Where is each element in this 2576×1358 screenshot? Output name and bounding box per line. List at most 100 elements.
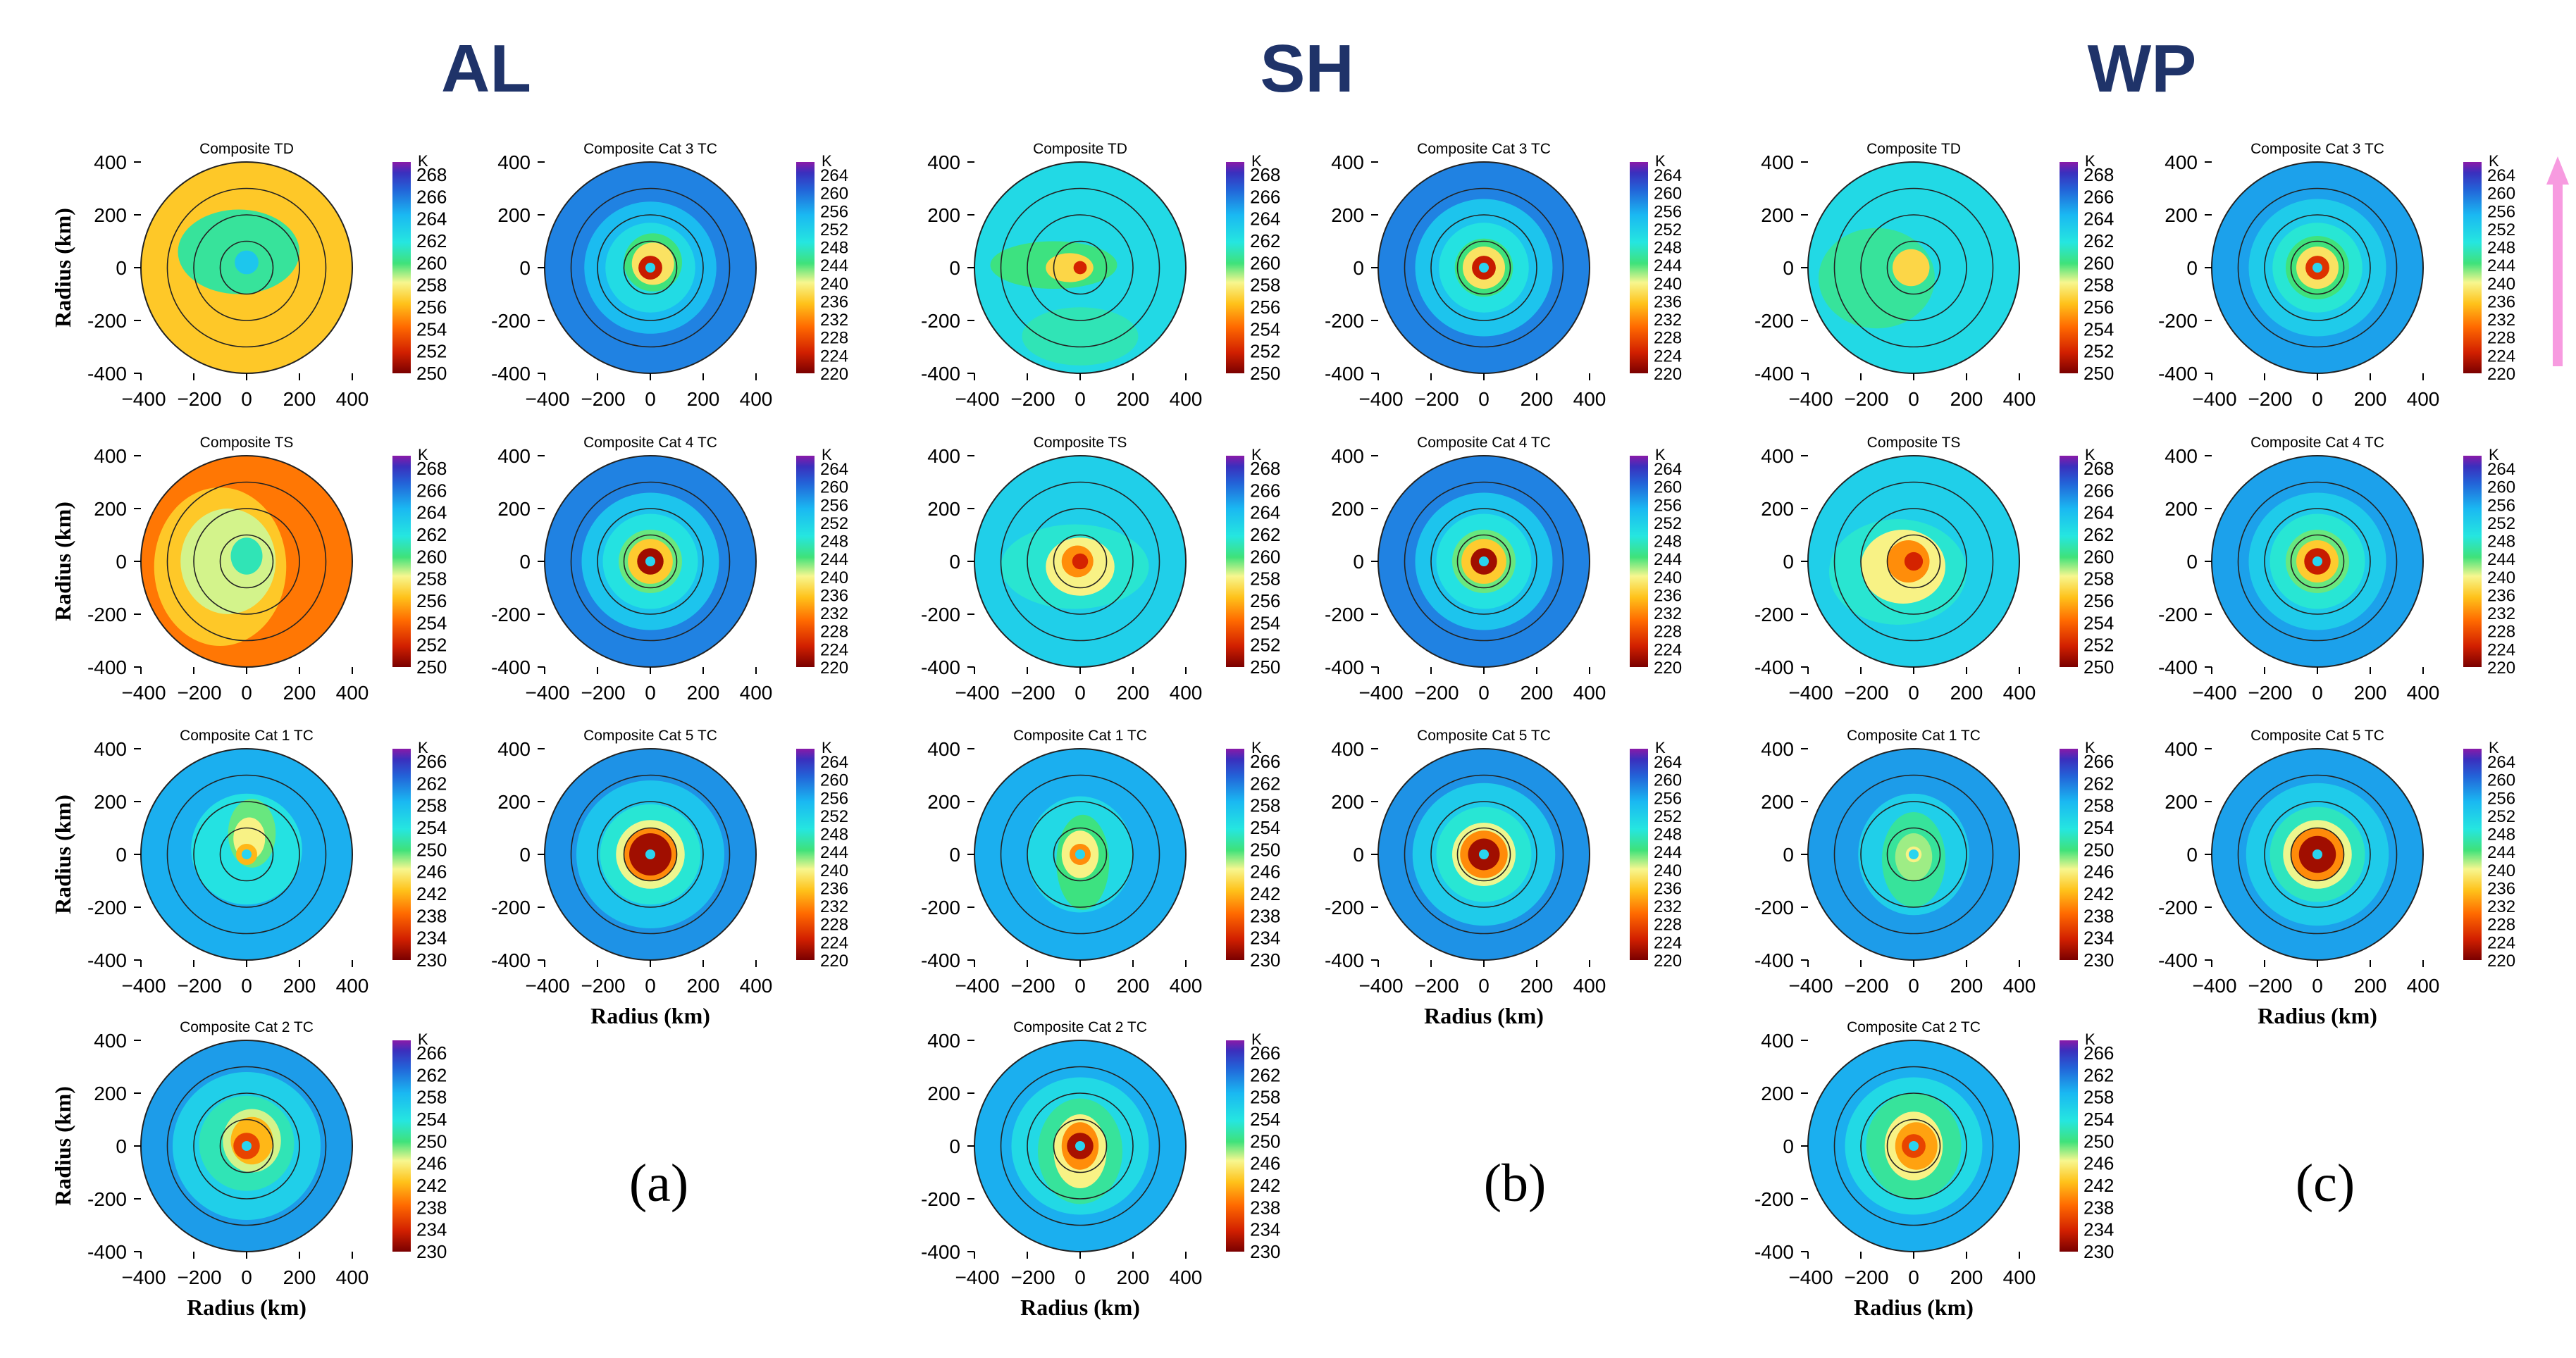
colorbar-tick-label: 246 bbox=[1250, 861, 1280, 883]
x-tick-label: 200 bbox=[687, 388, 720, 410]
y-tick-label: 0 bbox=[2186, 551, 2198, 573]
colorbar-tick-label: 264 bbox=[1250, 502, 1280, 523]
colorbar-tick-label: 246 bbox=[416, 861, 447, 883]
y-tick-label: 200 bbox=[1331, 204, 1364, 226]
colorbar-tick-label: 268 bbox=[2083, 458, 2114, 479]
eye-marker bbox=[1909, 1141, 1919, 1151]
range-ring bbox=[1860, 508, 1967, 615]
colorbar-tick-label: 262 bbox=[2083, 230, 2114, 251]
colorbar-tick-label: 264 bbox=[1250, 208, 1280, 230]
colorbar-tick-label: 266 bbox=[416, 480, 447, 501]
x-axis-label: Radius (km) bbox=[187, 1295, 306, 1320]
range-ring bbox=[166, 1066, 327, 1226]
eye-marker bbox=[645, 849, 655, 859]
colorbar-tick-label: 240 bbox=[820, 568, 848, 587]
eye-marker bbox=[242, 849, 252, 859]
colorbar-tick-label: 242 bbox=[2083, 1175, 2114, 1196]
y-tick-label: 200 bbox=[497, 204, 531, 226]
colorbar-unit: K bbox=[1251, 739, 1262, 756]
colorbar-tick-label: 240 bbox=[1654, 861, 1682, 880]
x-tick-label: 0 bbox=[2312, 682, 2323, 704]
y-tick-label: 200 bbox=[2165, 791, 2198, 813]
colorbar-tick-label: 264 bbox=[416, 502, 447, 523]
x-tick-label: −400 bbox=[121, 388, 166, 410]
colorbar-unit: K bbox=[1251, 446, 1262, 463]
colorbar-tick-label: 248 bbox=[820, 239, 848, 258]
colorbar-tick-label: 244 bbox=[2487, 550, 2515, 569]
colorbar-tick-label: 260 bbox=[2083, 546, 2114, 567]
y-tick-label: 0 bbox=[949, 551, 960, 573]
colorbar-unit: K bbox=[822, 739, 832, 756]
eye-marker bbox=[1075, 849, 1085, 859]
panel-label: (c) bbox=[2296, 1154, 2355, 1213]
colorbar-tick-label: 264 bbox=[2487, 460, 2515, 479]
y-tick-label: 400 bbox=[2165, 151, 2198, 173]
x-tick-label: 400 bbox=[336, 388, 369, 410]
x-tick-label: 0 bbox=[645, 388, 656, 410]
colorbar-tick-label: 256 bbox=[820, 496, 848, 515]
eye-marker bbox=[1479, 556, 1489, 566]
y-tick-label: -400 bbox=[87, 1241, 127, 1263]
x-tick-label: 400 bbox=[740, 388, 773, 410]
colorbar bbox=[2060, 162, 2078, 373]
colorbar-tick-label: 252 bbox=[2487, 220, 2515, 239]
range-ring bbox=[219, 827, 274, 882]
colorbar-tick-label: 240 bbox=[820, 861, 848, 880]
colorbar-tick-label: 252 bbox=[2487, 807, 2515, 826]
x-tick-label: 0 bbox=[1908, 682, 1919, 704]
colorbar-tick-label: 268 bbox=[1250, 458, 1280, 479]
y-tick-label: 0 bbox=[1783, 1135, 1794, 1157]
y-tick-label: -400 bbox=[1754, 363, 1794, 385]
panel-field bbox=[2212, 456, 2423, 667]
colorbar-tick-label: 262 bbox=[416, 773, 447, 794]
colorbar-tick-label: 238 bbox=[2083, 1197, 2114, 1218]
range-ring bbox=[193, 1092, 300, 1200]
x-tick-label: 0 bbox=[2312, 975, 2323, 997]
colorbar-tick-label: 232 bbox=[2487, 311, 2515, 330]
panel-title: Composite Cat 3 TC bbox=[1417, 141, 1551, 157]
colorbar-tick-label: 234 bbox=[1250, 1219, 1280, 1240]
colorbar-tick-label: 220 bbox=[2487, 365, 2515, 384]
colorbar-tick-label: 238 bbox=[416, 1197, 447, 1218]
colorbar-tick-label: 224 bbox=[820, 347, 848, 366]
colorbar-tick-label: 260 bbox=[1250, 546, 1280, 567]
colorbar-tick-label: 256 bbox=[2083, 297, 2114, 318]
colorbar-tick-label: 254 bbox=[416, 817, 447, 838]
colorbar-tick-label: 238 bbox=[2083, 905, 2114, 926]
panel-title: Composite Cat 2 TC bbox=[1013, 1019, 1147, 1035]
colorbar-unit: K bbox=[1251, 1030, 1262, 1048]
polar-panel: Composite TS 400 200 0 -200 -400 −400 −200 0 200 4… bbox=[1754, 435, 2114, 704]
colorbar-tick-label: 228 bbox=[820, 329, 848, 348]
eye-marker bbox=[1479, 849, 1489, 859]
y-tick-label: -200 bbox=[921, 310, 960, 332]
x-tick-label: 0 bbox=[1478, 682, 1490, 704]
colorbar-tick-label: 248 bbox=[820, 532, 848, 552]
y-tick-label: -200 bbox=[2158, 310, 2198, 332]
x-tick-label: −400 bbox=[1358, 975, 1403, 997]
colorbar bbox=[1226, 456, 1244, 667]
colorbar-tick-label: 252 bbox=[2083, 341, 2114, 362]
x-tick-label: 0 bbox=[1075, 1266, 1086, 1288]
x-tick-label: −400 bbox=[1788, 682, 1833, 704]
colorbar-tick-label: 258 bbox=[2083, 1087, 2114, 1108]
colorbar-tick-label: 260 bbox=[820, 478, 848, 497]
colorbar-tick-label: 224 bbox=[1654, 640, 1682, 659]
colorbar bbox=[1630, 456, 1648, 667]
colorbar-tick-label: 250 bbox=[416, 1130, 447, 1152]
y-tick-label: -200 bbox=[1325, 604, 1364, 625]
x-tick-label: 0 bbox=[645, 682, 656, 704]
polar-panel: Composite Cat 4 TC 400 200 0 -200 -400 −400 −20… bbox=[2158, 435, 2515, 704]
colorbar-tick-label: 252 bbox=[820, 807, 848, 826]
polar-panel: Composite Cat 2 TC 400 200 0 -200 -400 −400 −20… bbox=[50, 1019, 447, 1320]
x-tick-label: 400 bbox=[1573, 975, 1606, 997]
colorbar-tick-label: 250 bbox=[1250, 656, 1280, 678]
y-tick-label: -400 bbox=[87, 363, 127, 385]
y-axis-label: Radius (km) bbox=[50, 502, 75, 621]
panel-title: Composite Cat 3 TC bbox=[2250, 141, 2384, 157]
colorbar-tick-label: 220 bbox=[2487, 659, 2515, 678]
range-ring bbox=[166, 774, 327, 935]
x-tick-label: 400 bbox=[2407, 975, 2440, 997]
range-ring bbox=[1053, 1119, 1108, 1173]
colorbar-tick-label: 254 bbox=[416, 1109, 447, 1130]
colorbar-tick-label: 264 bbox=[820, 753, 848, 772]
